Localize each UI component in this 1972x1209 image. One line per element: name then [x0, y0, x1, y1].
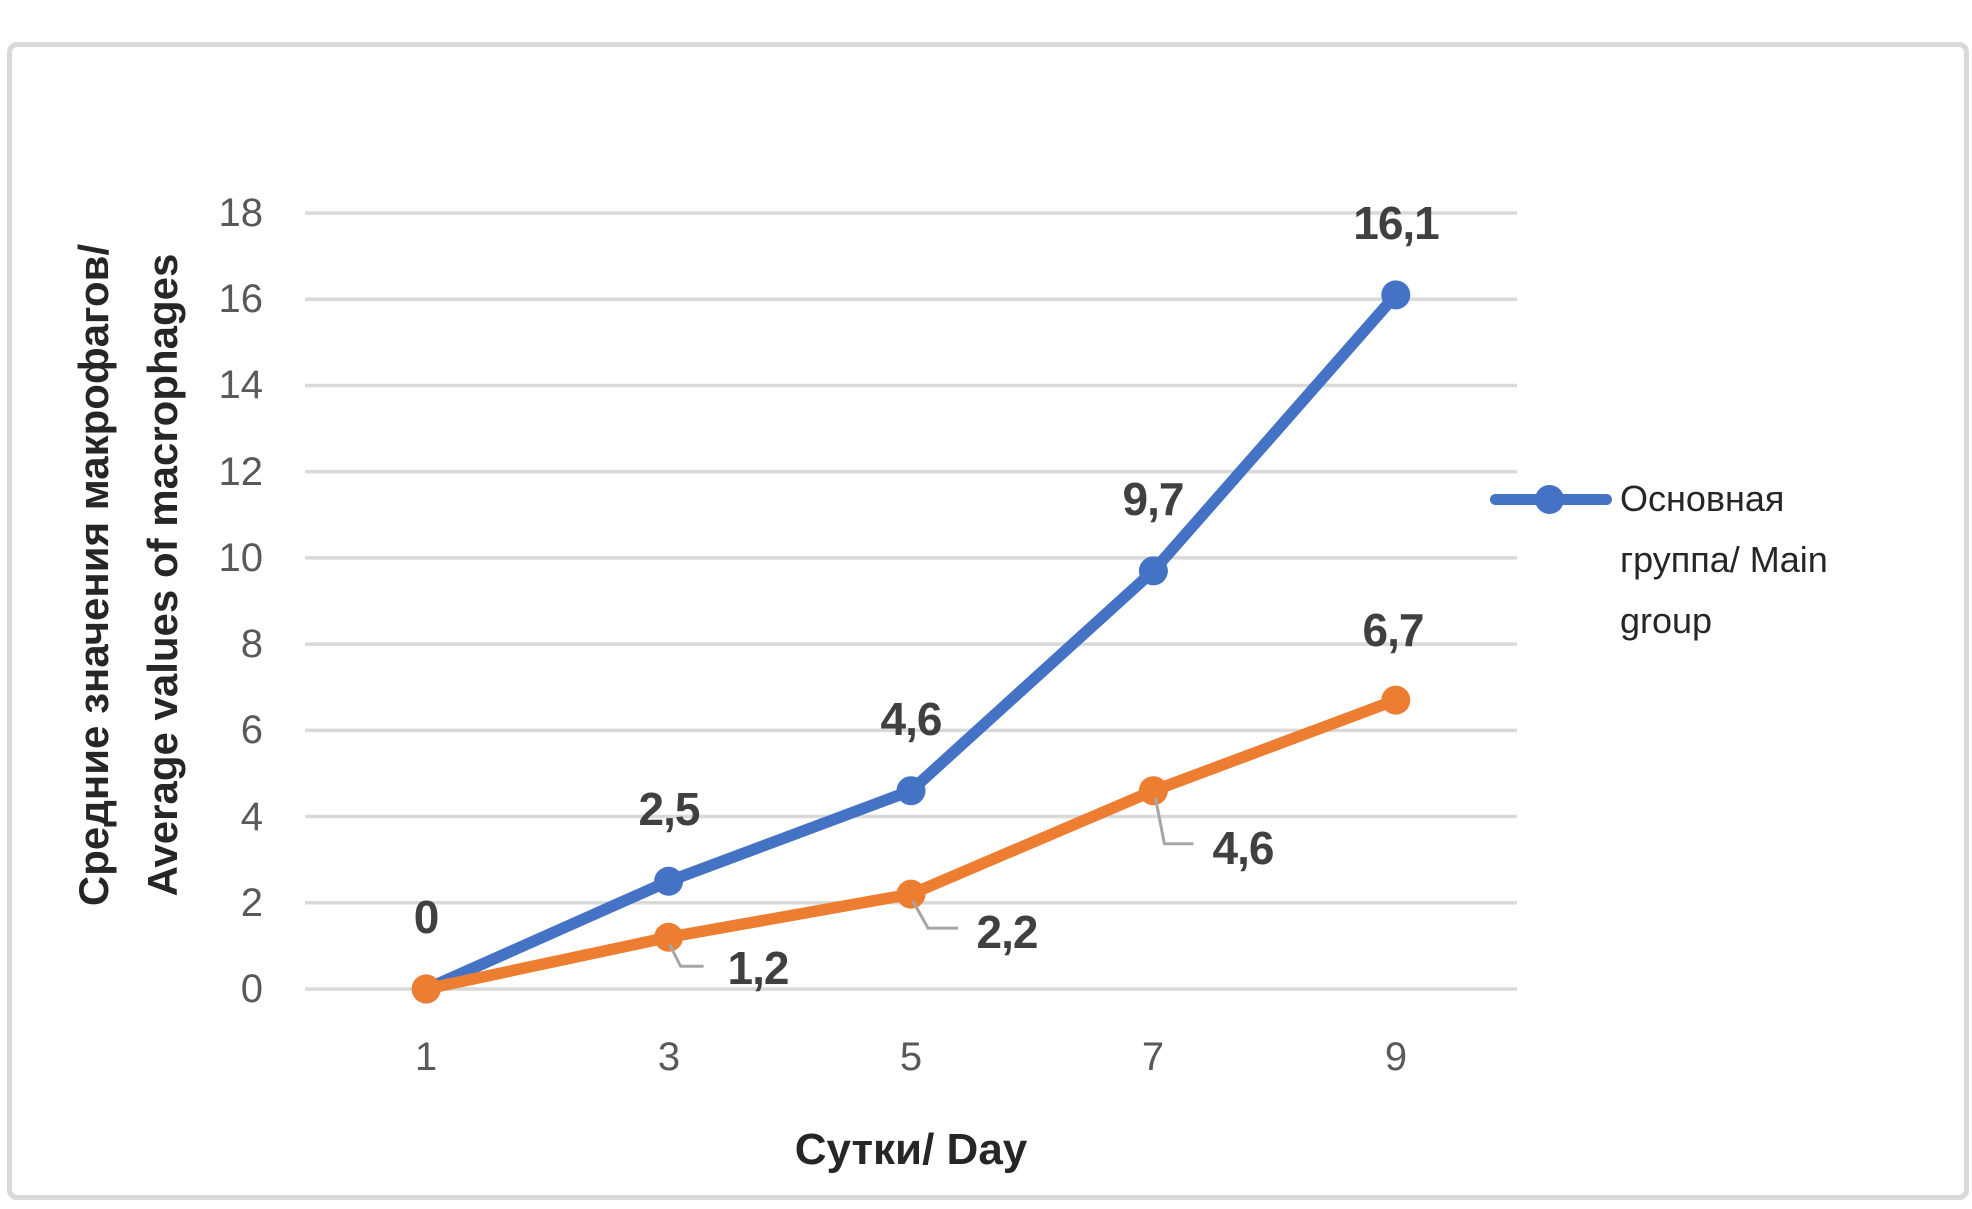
series-1-marker — [654, 922, 684, 952]
y-tick-label: 10 — [218, 536, 264, 580]
x-tick-label: 5 — [899, 1035, 923, 1079]
legend-label: Основная группа/ Main group — [1620, 478, 1828, 641]
legend: Основная группа/ Main group — [1484, 468, 1924, 668]
series-0-marker — [1381, 280, 1411, 310]
y-tick-label: 0 — [240, 967, 263, 1011]
data-label-secondary: 6,7 — [1362, 604, 1425, 656]
leader-line — [668, 943, 704, 968]
data-label-main: 4,6 — [880, 693, 943, 745]
leader-line — [1153, 797, 1194, 846]
x-tick-label: 9 — [1384, 1035, 1408, 1079]
legend-dot-marker — [1535, 485, 1564, 514]
data-label-secondary: 2,2 — [976, 906, 1039, 958]
series-1-marker — [896, 879, 926, 909]
x-axis-title: Сутки/ Day — [794, 1125, 1028, 1174]
series-1-marker — [1138, 776, 1168, 806]
series-0-marker — [1138, 556, 1168, 586]
data-label-secondary: 4,6 — [1212, 822, 1275, 874]
data-label-main: 16,1 — [1353, 197, 1440, 249]
y-tick-label: 16 — [218, 277, 264, 321]
y-tick-label: 12 — [218, 450, 264, 494]
y-tick-label: 4 — [240, 795, 263, 839]
series-0-marker — [896, 776, 926, 806]
y-axis-title: Средние значения макрофагов/ Average val… — [70, 243, 186, 907]
x-tick-label: 3 — [657, 1035, 681, 1079]
data-label-main: 2,5 — [638, 783, 701, 835]
y-tick-label: 18 — [218, 191, 264, 235]
series-0-marker — [654, 866, 684, 896]
leader-line — [911, 900, 958, 930]
y-tick-label: 14 — [218, 363, 264, 407]
data-label-main: 0 — [413, 891, 440, 943]
y-tick-label: 8 — [240, 622, 263, 666]
y-tick-label: 6 — [240, 708, 263, 752]
data-label-secondary: 1,2 — [727, 942, 790, 994]
y-tick-label: 2 — [240, 881, 263, 925]
series-1-marker — [411, 974, 441, 1004]
chart-frame — [7, 42, 1969, 1200]
series-1-marker — [1381, 685, 1411, 715]
data-label-main: 9,7 — [1122, 473, 1185, 525]
x-tick-label: 7 — [1141, 1035, 1165, 1079]
x-tick-label: 1 — [414, 1035, 438, 1079]
